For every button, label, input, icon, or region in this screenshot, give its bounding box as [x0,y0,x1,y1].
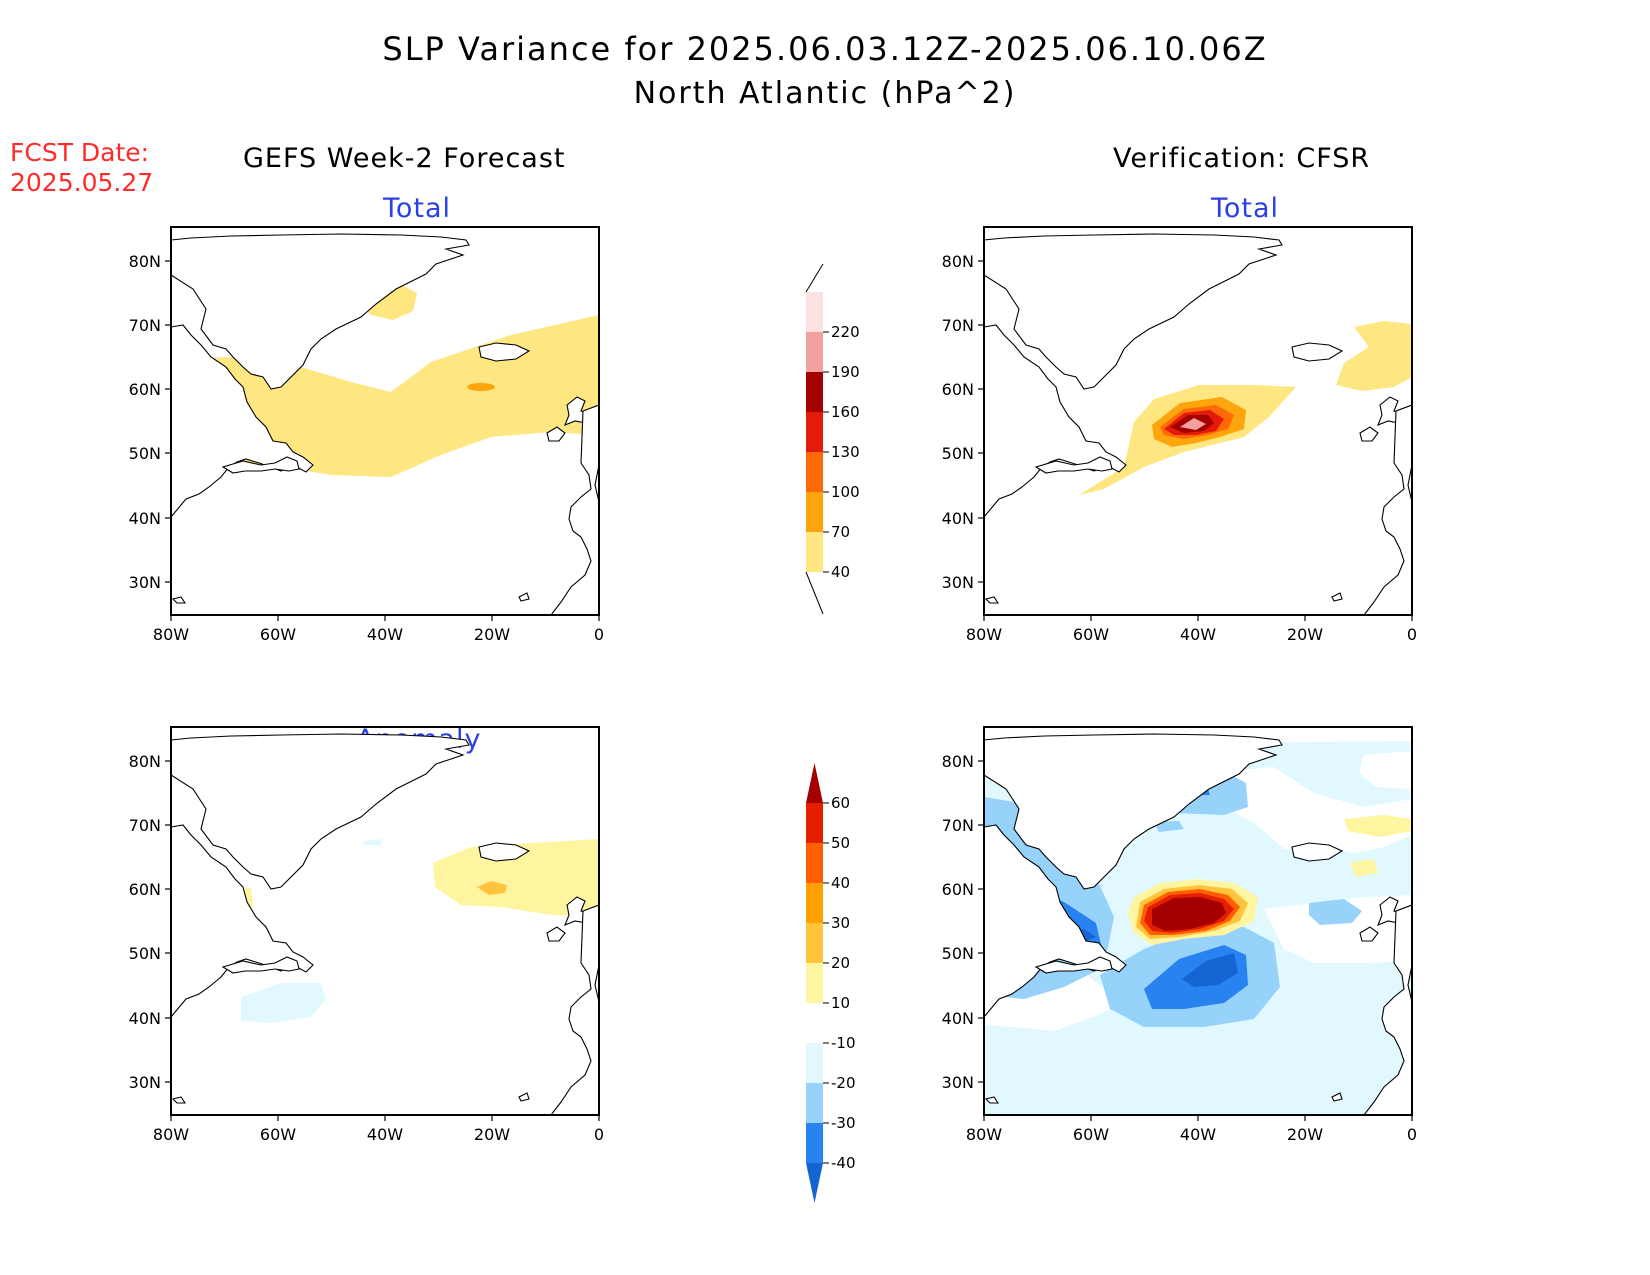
lat-tick-label-verification-total: 70N [942,316,974,335]
colorbar-anomaly-label: 20 [831,954,850,972]
colorbar-total: 40 70 100 130 160 190 220 [805,263,860,615]
lat-tick-label-verification-total: 40N [942,509,974,528]
forecast-date-value: 2025.05.27 [10,168,154,197]
lat-tick-label-verification-total: 30N [942,573,974,592]
colorbar-anomaly-swatch [806,963,823,1003]
lon-tick-label-verification-anomaly: 20W [1287,1125,1323,1144]
colorbar-anomaly-swatch [806,1003,823,1043]
colorbar-total-label: 160 [831,403,860,421]
column-title-verification: Verification: CFSR [1113,143,1371,174]
lon-tick-label-verification-anomaly: 60W [1073,1125,1109,1144]
lat-tick-label-forecast-anomaly: 60N [129,880,161,899]
colorbar-anomaly-swatch [806,843,823,883]
lat-tick-label-verification-total: 80N [942,252,974,271]
lon-tick-label-verification-anomaly: 80W [966,1125,1002,1144]
lon-tick-label-forecast-anomaly: 0 [594,1125,604,1144]
lat-tick-label-forecast-anomaly: 30N [129,1073,161,1092]
colorbar-total-swatch [806,412,823,452]
lon-tick-label-verification-anomaly: 0 [1407,1125,1417,1144]
colorbar-anomaly-label: -20 [831,1074,856,1092]
colorbar-anomaly-label: -40 [831,1154,856,1172]
colorbar-total-swatch [806,532,823,572]
lat-tick-label-verification-anomaly: 80N [942,752,974,771]
colorbar-anomaly-label: -10 [831,1034,856,1052]
lat-tick-label-forecast-total: 40N [129,509,161,528]
lat-tick-label-verification-anomaly: 30N [942,1073,974,1092]
colorbar-anomaly-label: 30 [831,914,850,932]
lat-tick-label-verification-anomaly: 40N [942,1009,974,1028]
lon-tick-label-verification-anomaly: 40W [1180,1125,1216,1144]
lat-tick-label-verification-anomaly: 60N [942,880,974,899]
colorbar-anomaly-label: -30 [831,1114,856,1132]
main-subtitle: North Atlantic (hPa^2) [633,76,1017,111]
lon-tick-label-forecast-total: 80W [153,625,189,644]
map-verification-anomaly [983,726,1413,1116]
lat-tick-label-forecast-anomaly: 70N [129,816,161,835]
colorbar-total-swatch [806,452,823,492]
lon-tick-label-verification-total: 60W [1073,625,1109,644]
lon-tick-label-forecast-total: 0 [594,625,604,644]
lon-tick-label-forecast-total: 20W [474,625,510,644]
lon-tick-label-verification-total: 20W [1287,625,1323,644]
colorbar-anomaly-label: 10 [831,994,850,1012]
main-title: SLP Variance for 2025.06.03.12Z-2025.06.… [382,30,1268,68]
lat-tick-label-forecast-anomaly: 80N [129,752,161,771]
colorbar-total-label: 130 [831,443,860,461]
lon-tick-label-forecast-anomaly: 40W [367,1125,403,1144]
panel-title-forecast-total: Total [383,193,452,224]
colorbar-anomaly-swatch [806,1163,823,1203]
lat-tick-label-forecast-total: 30N [129,573,161,592]
map-forecast-anomaly [170,726,600,1116]
colorbar-anomaly-label: 40 [831,874,850,892]
lat-tick-label-forecast-total: 70N [129,316,161,335]
lat-tick-label-verification-total: 60N [942,380,974,399]
colorbar-total-label: 190 [831,363,860,381]
colorbar-anomaly-swatch [806,1043,823,1083]
colorbar-anomaly-swatch [806,803,823,843]
colorbar-total-swatch [806,372,823,412]
colorbar-total-swatch [806,492,823,532]
panel-title-verification-total: Total [1211,193,1280,224]
colorbar-total-swatch [806,332,823,372]
lat-tick-label-forecast-total: 80N [129,252,161,271]
lat-tick-label-forecast-total: 60N [129,380,161,399]
column-title-forecast: GEFS Week-2 Forecast [243,143,566,174]
lon-tick-label-verification-total: 80W [966,625,1002,644]
lat-tick-label-forecast-anomaly: 40N [129,1009,161,1028]
colorbar-total-label: 40 [831,563,850,581]
map-verification-total [983,226,1413,616]
lon-tick-label-forecast-anomaly: 20W [474,1125,510,1144]
colorbar-total-label: 220 [831,323,860,341]
lat-tick-label-forecast-total: 50N [129,444,161,463]
colorbar-anomaly-label: 50 [831,834,850,852]
lon-tick-label-forecast-anomaly: 80W [153,1125,189,1144]
colorbar-total-label: 70 [831,523,850,541]
colorbar-anomaly-label: 60 [831,794,850,812]
lat-tick-label-verification-anomaly: 70N [942,816,974,835]
lon-tick-label-forecast-total: 40W [367,625,403,644]
map-forecast-total [170,226,600,616]
colorbar-anomaly: -40 -30 -20 -10 10 20 30 40 50 60 [806,763,856,1203]
lon-tick-label-verification-total: 40W [1180,625,1216,644]
lat-tick-label-verification-total: 50N [942,444,974,463]
colorbar-anomaly-swatch [806,763,823,803]
colorbar-anomaly-swatch [806,1083,823,1123]
forecast-date-label: FCST Date: [10,138,150,167]
colorbar-anomaly-swatch [806,923,823,963]
lon-tick-label-forecast-anomaly: 60W [260,1125,296,1144]
lon-tick-label-forecast-total: 60W [260,625,296,644]
lon-tick-label-verification-total: 0 [1407,625,1417,644]
colorbar-anomaly-swatch [806,1123,823,1163]
colorbar-total-label: 100 [831,483,860,501]
colorbar-anomaly-swatch [806,883,823,923]
lat-tick-label-verification-anomaly: 50N [942,944,974,963]
colorbar-total-swatch [806,292,823,332]
lat-tick-label-forecast-anomaly: 50N [129,944,161,963]
